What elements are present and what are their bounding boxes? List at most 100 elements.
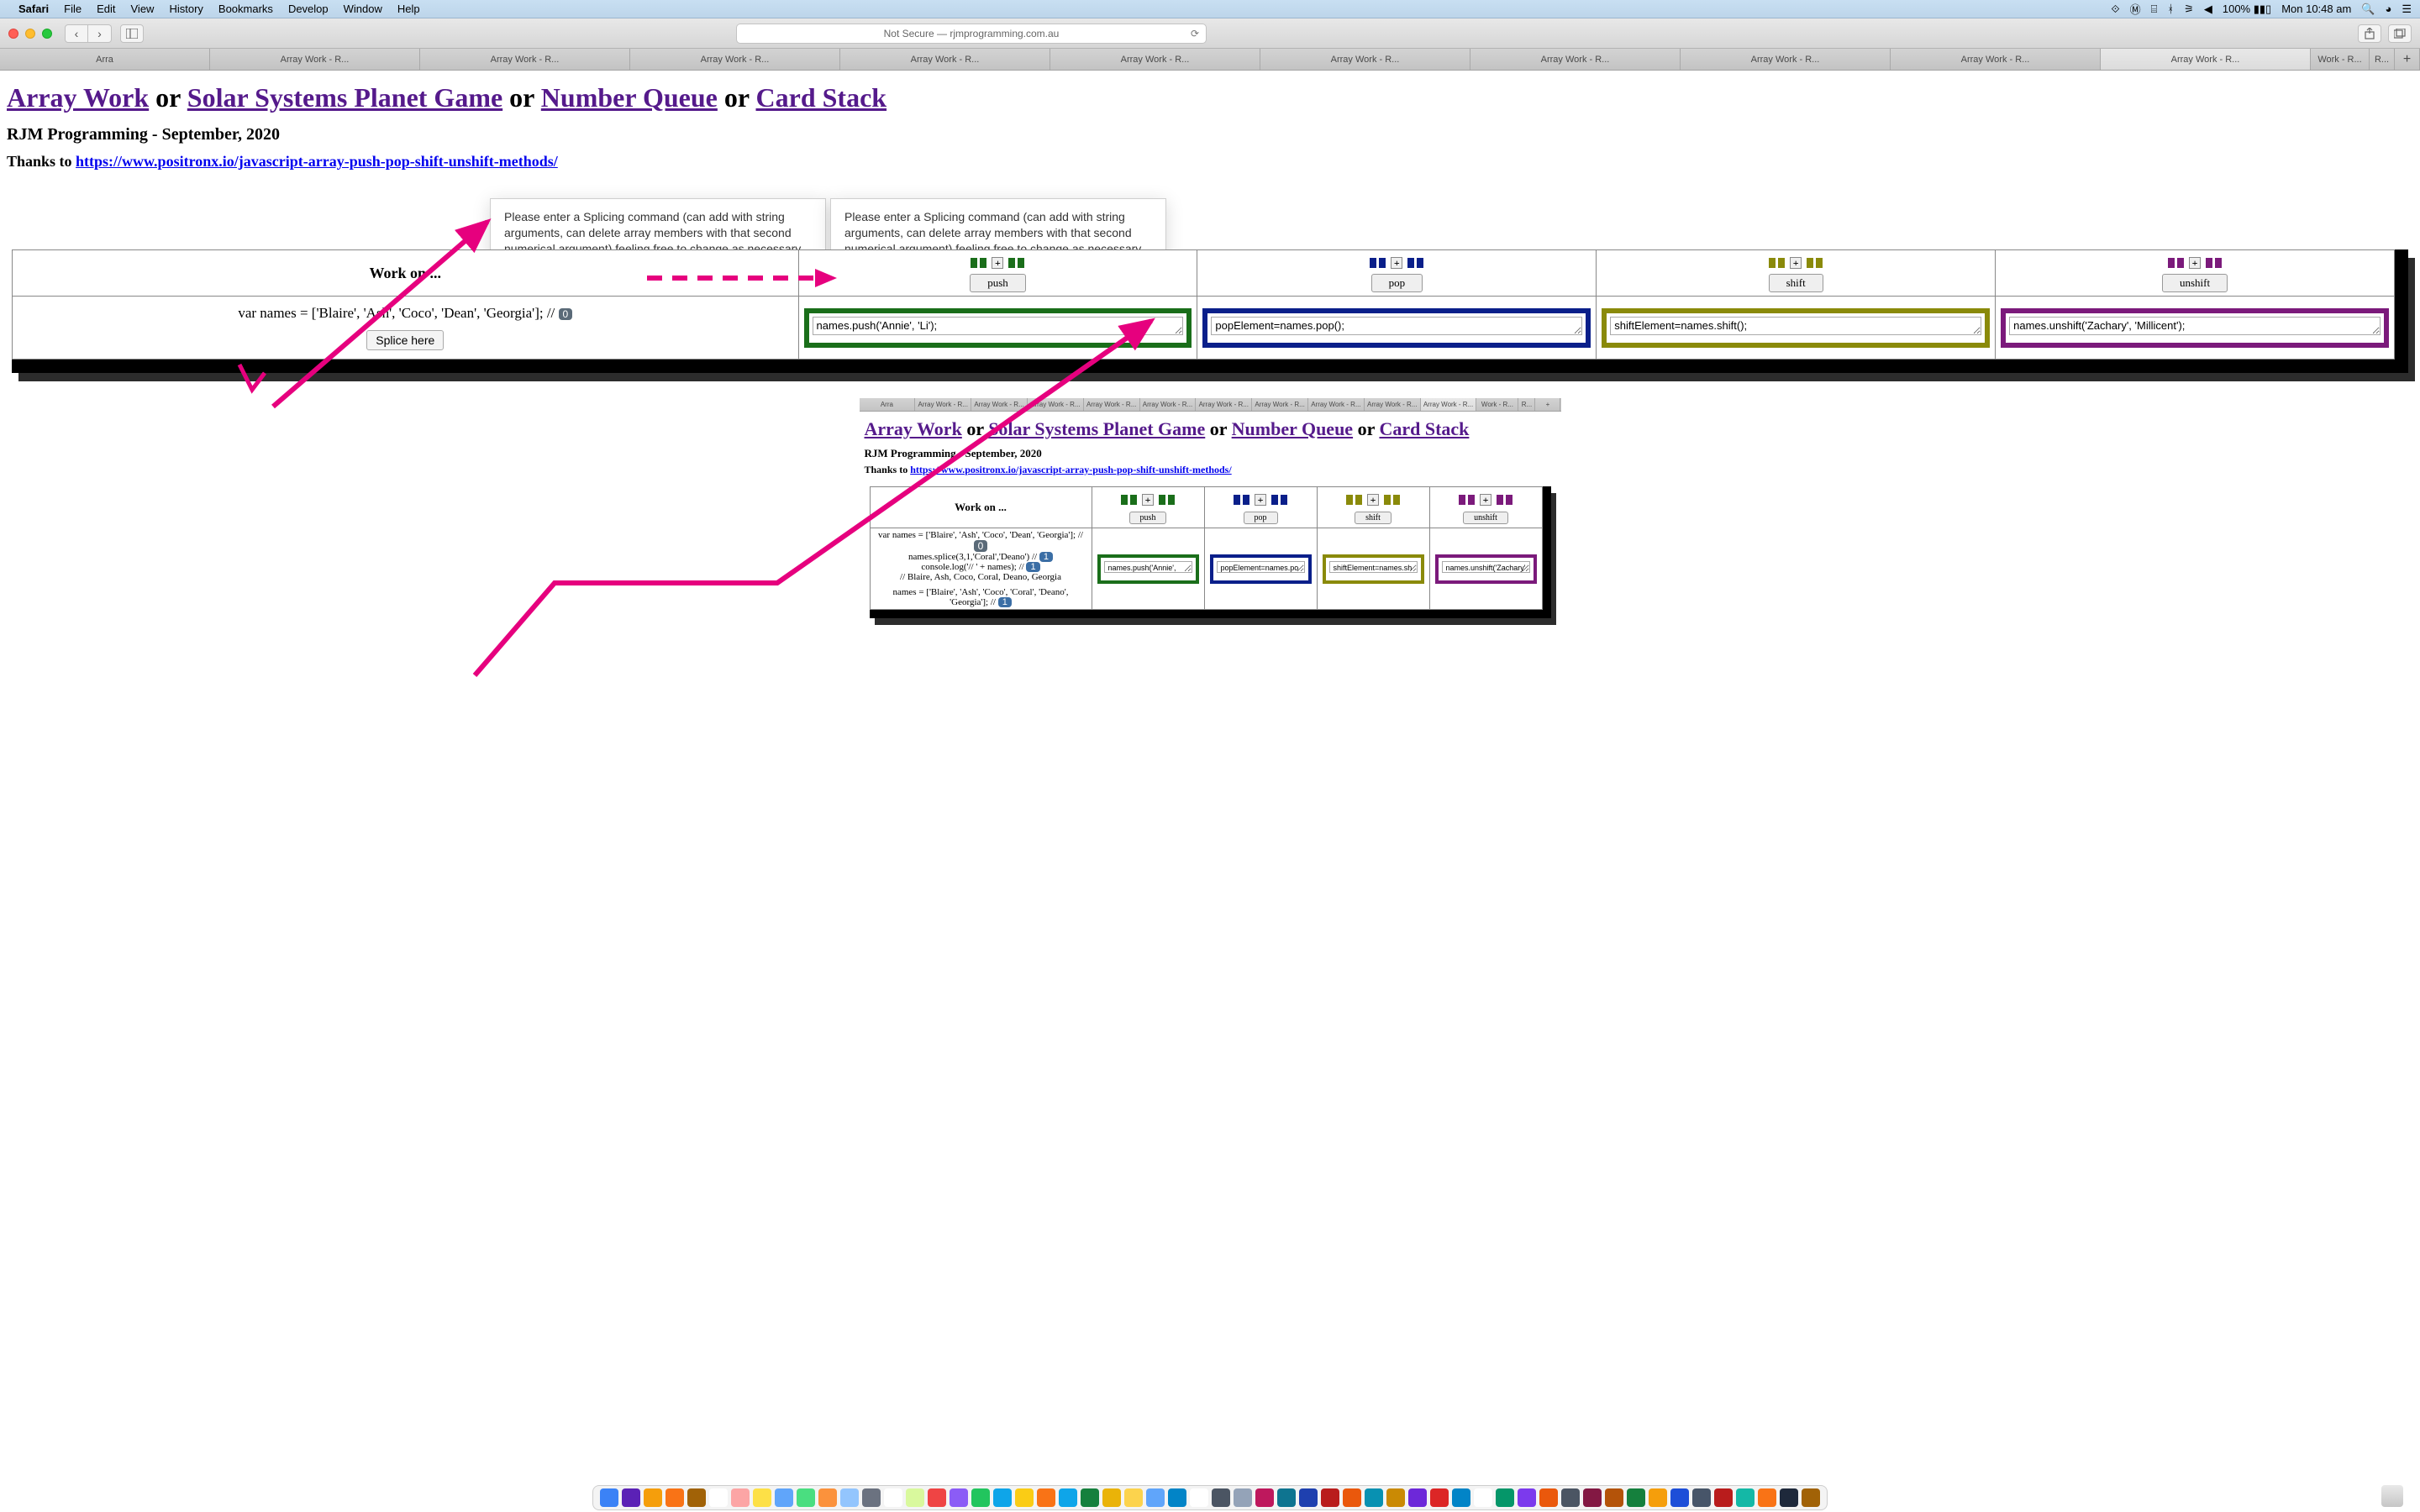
shift-button[interactable]: shift bbox=[1769, 274, 1823, 292]
unshift-button[interactable]: unshift bbox=[2162, 274, 2228, 292]
browser-tab[interactable]: Array Work - R... bbox=[1260, 49, 1470, 70]
dock-app-icon[interactable] bbox=[644, 1488, 662, 1507]
browser-tab[interactable]: Array Work - R... bbox=[1470, 49, 1681, 70]
reload-icon[interactable]: ⟳ bbox=[1191, 28, 1199, 39]
siri-icon[interactable]: ◕ bbox=[2385, 3, 2391, 15]
menu-view[interactable]: View bbox=[131, 3, 155, 15]
push-button[interactable]: push bbox=[1129, 512, 1167, 524]
thanks-link[interactable]: https://www.positronx.io/javascript-arra… bbox=[76, 153, 558, 170]
dock-app-icon[interactable] bbox=[1692, 1488, 1711, 1507]
tabs-overview-button[interactable] bbox=[2388, 24, 2412, 43]
menu-file[interactable]: File bbox=[64, 3, 82, 15]
dock-app-icon[interactable] bbox=[906, 1488, 924, 1507]
menu-edit[interactable]: Edit bbox=[97, 3, 115, 15]
minimize-window-button[interactable] bbox=[25, 29, 35, 39]
title-link-cardstack[interactable]: Card Stack bbox=[1379, 418, 1469, 439]
dock-app-icon[interactable] bbox=[1780, 1488, 1798, 1507]
dock-app-icon[interactable] bbox=[1234, 1488, 1252, 1507]
pop-command-input[interactable]: popElement=names.pop(); bbox=[1217, 561, 1305, 573]
browser-tab[interactable]: Array Work - R... bbox=[210, 49, 420, 70]
dock-app-icon[interactable] bbox=[1102, 1488, 1121, 1507]
dock-app-icon[interactable] bbox=[1365, 1488, 1383, 1507]
dock-app-icon[interactable] bbox=[993, 1488, 1012, 1507]
dock-app-icon[interactable] bbox=[797, 1488, 815, 1507]
title-link-cardstack[interactable]: Card Stack bbox=[756, 82, 887, 113]
dock-app-icon[interactable] bbox=[1518, 1488, 1536, 1507]
browser-tab[interactable]: Array Work - R... bbox=[1308, 398, 1365, 411]
browser-tab[interactable]: Array Work - R... bbox=[630, 49, 840, 70]
title-link-solarsystems[interactable]: Solar Systems Planet Game bbox=[187, 82, 502, 113]
browser-tab[interactable]: Array Work - R... bbox=[1050, 49, 1260, 70]
dock-app-icon[interactable] bbox=[1037, 1488, 1055, 1507]
browser-tab[interactable]: Array Work - R... bbox=[1140, 398, 1197, 411]
browser-tab[interactable]: Array Work - R... bbox=[915, 398, 971, 411]
dock-app-icon[interactable] bbox=[884, 1488, 902, 1507]
dock-app-icon[interactable] bbox=[1081, 1488, 1099, 1507]
app-name[interactable]: Safari bbox=[18, 3, 49, 15]
share-button[interactable] bbox=[2358, 24, 2381, 43]
dock-app-icon[interactable] bbox=[818, 1488, 837, 1507]
dock-app-icon[interactable] bbox=[862, 1488, 881, 1507]
dock-app-icon[interactable] bbox=[840, 1488, 859, 1507]
dock-app-icon[interactable] bbox=[1452, 1488, 1470, 1507]
dock-app-icon[interactable] bbox=[1212, 1488, 1230, 1507]
close-window-button[interactable] bbox=[8, 29, 18, 39]
browser-tab[interactable]: Array Work - R... bbox=[1028, 398, 1084, 411]
airplay-icon[interactable]: ⌸ bbox=[2151, 3, 2158, 16]
push-command-input[interactable]: names.push('Annie', 'Li'); bbox=[813, 317, 1184, 335]
browser-tab[interactable]: Array Work - R... bbox=[2101, 49, 2311, 70]
new-tab-button[interactable]: + bbox=[1535, 398, 1560, 411]
dock-app-icon[interactable] bbox=[1321, 1488, 1339, 1507]
dock-app-icon[interactable] bbox=[1299, 1488, 1318, 1507]
dock-app-icon[interactable] bbox=[1255, 1488, 1274, 1507]
dock-app-icon[interactable] bbox=[600, 1488, 618, 1507]
dock-app-icon[interactable] bbox=[1408, 1488, 1427, 1507]
dock-app-icon[interactable] bbox=[709, 1488, 728, 1507]
browser-tab[interactable]: Arra bbox=[0, 49, 210, 70]
dock-app-icon[interactable] bbox=[1059, 1488, 1077, 1507]
browser-tab[interactable]: Array Work - R... bbox=[1681, 49, 1891, 70]
title-link-numberqueue[interactable]: Number Queue bbox=[1232, 418, 1353, 439]
menu-history[interactable]: History bbox=[169, 3, 203, 15]
dock-app-icon[interactable] bbox=[1802, 1488, 1820, 1507]
bluetooth-icon[interactable]: ᚼ bbox=[2167, 3, 2174, 15]
splice-here-button[interactable]: Splice here bbox=[366, 330, 444, 350]
dock-app-icon[interactable] bbox=[1124, 1488, 1143, 1507]
trash-icon[interactable] bbox=[2381, 1485, 2403, 1507]
browser-tab[interactable]: R... bbox=[1518, 398, 1535, 411]
dock-app-icon[interactable] bbox=[1343, 1488, 1361, 1507]
dock-app-icon[interactable] bbox=[1386, 1488, 1405, 1507]
dock-app-icon[interactable] bbox=[1277, 1488, 1296, 1507]
browser-tab[interactable]: Array Work - R... bbox=[1252, 398, 1308, 411]
push-button[interactable]: push bbox=[970, 274, 1026, 292]
browser-tab[interactable]: Array Work - R... bbox=[971, 398, 1028, 411]
dock-app-icon[interactable] bbox=[1561, 1488, 1580, 1507]
battery-status[interactable]: 100% ▮▮▯ bbox=[2223, 3, 2271, 16]
dock-app-icon[interactable] bbox=[731, 1488, 750, 1507]
dock-app-icon[interactable] bbox=[1670, 1488, 1689, 1507]
browser-tab[interactable]: Array Work - R... bbox=[420, 49, 630, 70]
dock-app-icon[interactable] bbox=[753, 1488, 771, 1507]
browser-tab[interactable]: R... bbox=[2370, 49, 2395, 70]
menu-window[interactable]: Window bbox=[344, 3, 382, 15]
dock-app-icon[interactable] bbox=[1015, 1488, 1034, 1507]
dock-app-icon[interactable] bbox=[687, 1488, 706, 1507]
macos-dock[interactable] bbox=[592, 1485, 1828, 1510]
title-link-arraywork[interactable]: Array Work bbox=[865, 418, 962, 439]
clock[interactable]: Mon 10:48 am bbox=[2281, 3, 2351, 15]
dock-app-icon[interactable] bbox=[1714, 1488, 1733, 1507]
dock-app-icon[interactable] bbox=[928, 1488, 946, 1507]
forward-button[interactable]: › bbox=[88, 24, 112, 43]
spotlight-icon[interactable]: 🔍 bbox=[2361, 3, 2375, 16]
dock-app-icon[interactable] bbox=[971, 1488, 990, 1507]
browser-tab[interactable]: Array Work - R... bbox=[1891, 49, 2101, 70]
dock-app-icon[interactable] bbox=[950, 1488, 968, 1507]
thanks-link[interactable]: https://www.positronx.io/javascript-arra… bbox=[910, 464, 1231, 475]
dock-app-icon[interactable] bbox=[1190, 1488, 1208, 1507]
push-command-input[interactable]: names.push('Annie', 'Li'); bbox=[1104, 561, 1192, 573]
dock-app-icon[interactable] bbox=[666, 1488, 684, 1507]
browser-tab[interactable]: Work - R... bbox=[2311, 49, 2370, 70]
zoom-window-button[interactable] bbox=[42, 29, 52, 39]
dock-app-icon[interactable] bbox=[1146, 1488, 1165, 1507]
sidebar-toggle-button[interactable] bbox=[120, 24, 144, 43]
